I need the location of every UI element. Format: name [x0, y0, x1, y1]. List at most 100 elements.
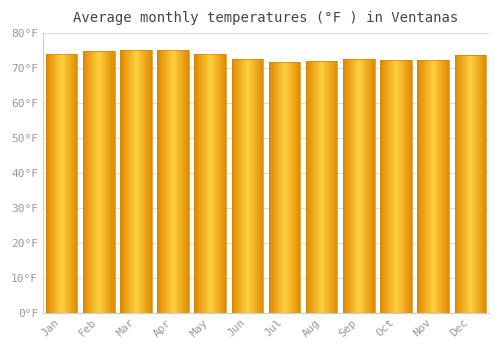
Bar [275, 62, 276, 313]
Bar [184, 50, 185, 313]
Bar [132, 50, 134, 313]
Bar [150, 50, 151, 313]
Bar [217, 54, 218, 313]
Bar [75, 54, 76, 313]
Bar [164, 50, 165, 313]
Bar [182, 50, 183, 313]
Bar [223, 54, 224, 313]
Bar [243, 60, 244, 313]
Bar [160, 50, 161, 313]
Bar [73, 54, 74, 313]
Bar [380, 60, 412, 313]
Bar [351, 59, 352, 313]
Bar [380, 60, 381, 313]
Bar [322, 61, 323, 313]
Bar [448, 60, 449, 313]
Bar [205, 54, 206, 313]
Bar [319, 61, 320, 313]
Bar [268, 62, 300, 313]
Bar [482, 55, 483, 313]
Bar [61, 54, 62, 313]
Bar [274, 62, 275, 313]
Bar [402, 60, 403, 313]
Bar [105, 51, 106, 313]
Bar [388, 60, 389, 313]
Bar [321, 61, 322, 313]
Bar [454, 55, 486, 313]
Bar [234, 60, 236, 313]
Bar [328, 61, 330, 313]
Bar [483, 55, 484, 313]
Bar [241, 60, 242, 313]
Bar [355, 59, 356, 313]
Bar [356, 59, 357, 313]
Bar [357, 59, 358, 313]
Bar [46, 54, 78, 313]
Bar [168, 50, 169, 313]
Bar [107, 51, 108, 313]
Bar [162, 50, 163, 313]
Bar [428, 60, 430, 313]
Title: Average monthly temperatures (°F ) in Ventanas: Average monthly temperatures (°F ) in Ve… [74, 11, 458, 25]
Bar [199, 54, 200, 313]
Bar [125, 50, 126, 313]
Bar [471, 55, 472, 313]
Bar [212, 54, 214, 313]
Bar [382, 60, 384, 313]
Bar [458, 55, 459, 313]
Bar [130, 50, 131, 313]
Bar [421, 60, 422, 313]
Bar [336, 61, 337, 313]
Bar [289, 62, 290, 313]
Bar [298, 62, 299, 313]
Bar [200, 54, 202, 313]
Bar [464, 55, 466, 313]
Bar [95, 51, 96, 313]
Bar [90, 51, 91, 313]
Bar [220, 54, 221, 313]
Bar [128, 50, 129, 313]
Bar [83, 51, 114, 313]
Bar [260, 60, 261, 313]
Bar [391, 60, 392, 313]
Bar [460, 55, 461, 313]
Bar [331, 61, 332, 313]
Bar [236, 60, 237, 313]
Bar [129, 50, 130, 313]
Bar [294, 62, 295, 313]
Bar [97, 51, 98, 313]
Bar [187, 50, 188, 313]
Bar [479, 55, 480, 313]
Bar [434, 60, 435, 313]
Bar [245, 60, 246, 313]
Bar [233, 60, 234, 313]
Bar [214, 54, 215, 313]
Bar [426, 60, 427, 313]
Bar [469, 55, 470, 313]
Bar [313, 61, 314, 313]
Bar [403, 60, 404, 313]
Bar [74, 54, 75, 313]
Bar [216, 54, 217, 313]
Bar [369, 59, 370, 313]
Bar [470, 55, 471, 313]
Bar [461, 55, 462, 313]
Bar [173, 50, 174, 313]
Bar [286, 62, 287, 313]
Bar [432, 60, 433, 313]
Bar [439, 60, 440, 313]
Bar [396, 60, 398, 313]
Bar [113, 51, 114, 313]
Bar [459, 55, 460, 313]
Bar [244, 60, 245, 313]
Bar [344, 59, 345, 313]
Bar [271, 62, 272, 313]
Bar [172, 50, 173, 313]
Bar [175, 50, 176, 313]
Bar [120, 50, 152, 313]
Bar [104, 51, 105, 313]
Bar [442, 60, 444, 313]
Bar [239, 60, 240, 313]
Bar [410, 60, 411, 313]
Bar [237, 60, 238, 313]
